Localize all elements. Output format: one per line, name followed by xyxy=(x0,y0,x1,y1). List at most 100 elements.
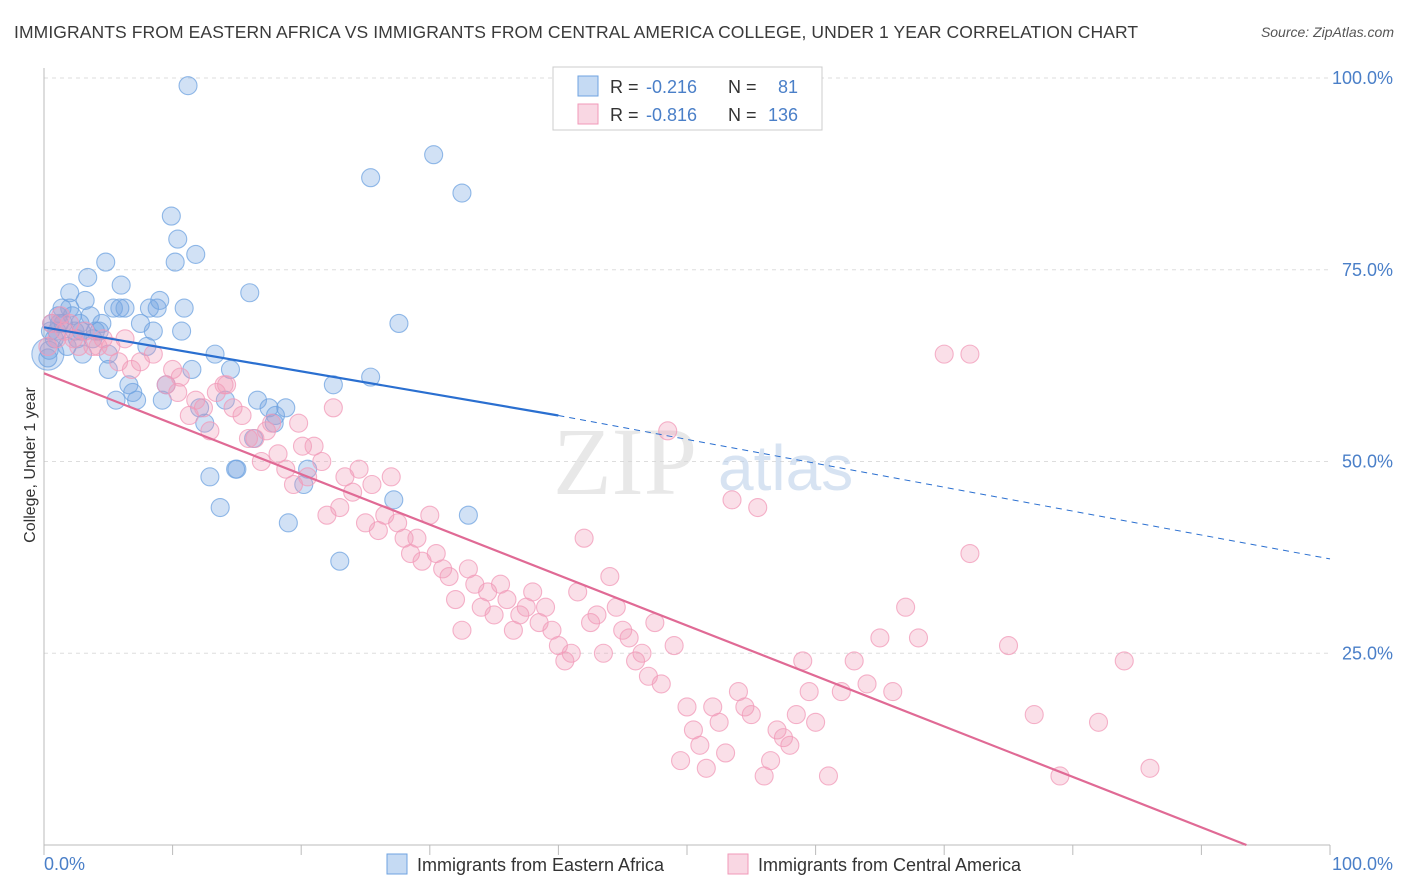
data-point xyxy=(147,298,167,318)
data-point xyxy=(178,76,198,96)
data-point xyxy=(773,728,794,748)
regression-extension-eastern-africa xyxy=(558,414,1331,560)
data-point xyxy=(998,636,1019,656)
legend-n-label: N = xyxy=(728,105,757,125)
data-point xyxy=(381,467,401,487)
data-point xyxy=(934,344,954,364)
watermark: ZIP atlas xyxy=(553,408,853,515)
data-point xyxy=(289,413,309,433)
tick-labels: 25.0% 50.0% 75.0% 100.0% 0.0% 100.0% xyxy=(44,68,1393,874)
data-point xyxy=(206,382,226,403)
data-point xyxy=(908,628,929,648)
legend-n-value: 136 xyxy=(768,105,798,125)
data-point xyxy=(844,651,864,671)
data-point xyxy=(276,398,296,418)
data-point xyxy=(172,321,192,341)
data-point xyxy=(200,467,220,487)
data-point xyxy=(205,344,225,364)
data-point xyxy=(110,298,130,318)
data-point xyxy=(111,275,131,295)
data-point xyxy=(960,344,980,364)
data-point xyxy=(161,206,181,226)
data-point xyxy=(799,682,819,702)
data-point xyxy=(240,283,260,303)
data-point xyxy=(677,697,697,717)
data-point xyxy=(793,651,813,671)
data-point xyxy=(452,620,472,640)
data-point xyxy=(349,459,369,479)
data-point xyxy=(510,605,530,625)
data-point xyxy=(452,183,472,203)
data-point xyxy=(458,505,478,525)
y-tick-label: 75.0% xyxy=(1342,260,1393,280)
data-point xyxy=(600,566,620,587)
y-tick-label: 25.0% xyxy=(1342,643,1393,663)
data-point xyxy=(80,306,100,326)
data-point xyxy=(433,559,453,579)
data-point xyxy=(741,705,761,725)
data-point xyxy=(857,674,877,694)
data-point xyxy=(709,712,729,732)
series-legend-swatch xyxy=(386,853,408,875)
legend-swatch xyxy=(577,75,599,97)
data-point xyxy=(671,751,691,771)
data-point xyxy=(278,513,298,533)
data-point xyxy=(664,636,684,656)
watermark-zip: ZIP xyxy=(553,408,697,515)
data-point xyxy=(580,613,601,633)
data-point xyxy=(330,551,350,571)
data-point xyxy=(78,267,98,287)
data-point xyxy=(193,398,214,418)
data-point xyxy=(238,428,259,449)
series-legend: Immigrants from Eastern Africa Immigrants… xyxy=(386,853,1022,875)
data-point xyxy=(761,751,781,771)
stats-legend: R = -0.216 N = 81 R = -0.816 N = 136 xyxy=(552,66,823,131)
legend-r-value: -0.216 xyxy=(646,77,697,97)
data-point xyxy=(163,359,183,380)
data-point xyxy=(384,490,404,510)
data-point xyxy=(870,628,890,648)
legend-swatch xyxy=(577,103,599,125)
data-point xyxy=(523,582,543,602)
data-point xyxy=(780,735,800,755)
data-point xyxy=(210,497,230,518)
data-point xyxy=(735,697,755,717)
series-eastern-africa-points xyxy=(31,76,478,571)
legend-r-label: R = xyxy=(610,105,639,125)
data-point xyxy=(389,313,409,333)
data-point xyxy=(186,390,206,410)
data-point xyxy=(626,651,646,671)
data-point xyxy=(716,743,736,763)
data-point xyxy=(304,436,324,456)
data-point xyxy=(186,244,206,264)
data-point xyxy=(722,490,742,510)
data-point xyxy=(38,348,58,368)
data-point xyxy=(587,605,607,625)
data-point xyxy=(106,390,126,410)
data-point xyxy=(312,451,332,472)
data-point xyxy=(806,712,826,732)
data-point xyxy=(632,643,652,663)
data-point xyxy=(960,543,980,564)
x-tick-label-min: 0.0% xyxy=(44,854,85,874)
axes xyxy=(43,68,1331,855)
series-legend-swatch xyxy=(727,853,749,875)
data-point xyxy=(330,497,350,518)
series-legend-label: Immigrants from Eastern Africa xyxy=(417,855,665,875)
data-point xyxy=(217,375,237,395)
series-legend-label: Immigrants from Central America xyxy=(758,855,1022,875)
data-point xyxy=(658,421,678,441)
y-tick-label: 100.0% xyxy=(1332,68,1393,88)
data-point xyxy=(561,643,581,663)
data-point xyxy=(165,252,185,272)
data-point xyxy=(232,405,252,426)
y-tick-label: 50.0% xyxy=(1342,452,1393,472)
x-tick-label-max: 100.0% xyxy=(1332,854,1393,874)
data-point xyxy=(292,436,313,456)
data-point xyxy=(574,528,594,548)
data-point xyxy=(98,344,118,364)
data-point xyxy=(259,398,279,418)
data-point xyxy=(362,474,382,495)
data-point xyxy=(268,444,288,464)
data-point xyxy=(168,229,188,249)
